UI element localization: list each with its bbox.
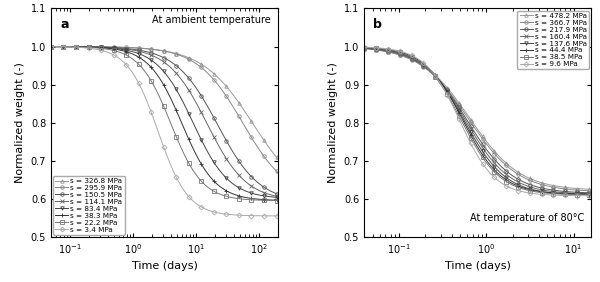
Y-axis label: Normalized weight (-): Normalized weight (-) — [15, 62, 25, 183]
Text: a: a — [60, 17, 68, 30]
X-axis label: Time (days): Time (days) — [445, 261, 511, 271]
Y-axis label: Normalized weight (-): Normalized weight (-) — [328, 62, 338, 183]
Text: At ambient temperature: At ambient temperature — [152, 15, 271, 25]
Text: b: b — [373, 17, 382, 30]
Legend: s = 326.8 MPa, s = 295.9 MPa, s = 150.5 MPa, s = 114.1 MPa, s = 83.4 MPa, s = 38: s = 326.8 MPa, s = 295.9 MPa, s = 150.5 … — [53, 176, 125, 235]
Legend: s = 478.2 MPa, s = 366.7 MPa, s = 217.9 MPa, s = 160.4 MPa, s = 137.6 MPa, s = 4: s = 478.2 MPa, s = 366.7 MPa, s = 217.9 … — [517, 11, 589, 69]
Text: At temperature of 80°C: At temperature of 80°C — [470, 213, 584, 223]
X-axis label: Time (days): Time (days) — [131, 261, 197, 271]
